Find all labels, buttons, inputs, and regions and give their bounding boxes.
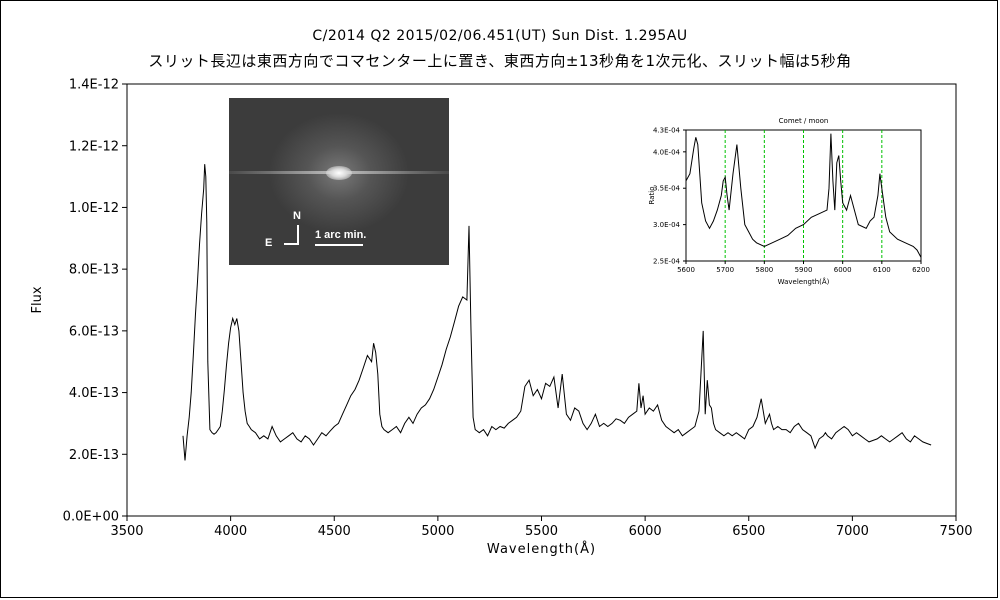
photo-north-label: N <box>293 210 301 222</box>
main-x-tick-label: 5500 <box>525 524 558 539</box>
main-y-tick-label: 0.0E+00 <box>63 510 119 525</box>
main-x-tick-label: 7500 <box>939 524 972 539</box>
photo-scale-bar <box>315 244 363 246</box>
main-y-tick-label: 1.0E-12 <box>69 201 119 216</box>
main-series-line <box>182 164 932 461</box>
inset-x-tick-label: 5700 <box>716 266 734 274</box>
inset-y-tick-label: 3.5E-04 <box>653 185 681 193</box>
inset-y-tick-label: 4.0E-04 <box>653 148 681 156</box>
main-y-tick-label: 4.0E-13 <box>69 386 119 401</box>
inset-y-axis-label: Ratio <box>648 187 656 205</box>
main-x-tick-label: 4500 <box>318 524 351 539</box>
inset-series-line <box>685 133 922 258</box>
inset-x-tick-label: 6100 <box>873 266 891 274</box>
inset-title: Comet / moon <box>779 117 829 125</box>
inset-x-tick-label: 6200 <box>912 266 930 274</box>
inset-x-tick-label: 6000 <box>834 266 852 274</box>
main-x-tick-label: 5000 <box>421 524 454 539</box>
main-y-tick-label: 1.2E-12 <box>69 139 119 154</box>
comet-photo: N E 1 arc min. <box>229 98 449 265</box>
main-x-tick-label: 4000 <box>214 524 247 539</box>
photo-east-arrow <box>284 243 299 245</box>
inset-y-tick-label: 2.5E-04 <box>653 257 681 265</box>
photo-coma-core <box>326 166 352 180</box>
main-x-axis-label: Wavelength(Å) <box>487 541 596 557</box>
main-y-tick-label: 8.0E-13 <box>69 263 119 278</box>
main-y-tick-label: 1.4E-12 <box>69 78 119 93</box>
photo-scale-label: 1 arc min. <box>315 229 367 241</box>
main-y-axis-label: Flux <box>30 286 45 313</box>
main-y-tick-label: 6.0E-13 <box>69 324 119 339</box>
main-y-tick-label: 2.0E-13 <box>69 448 119 463</box>
inset-x-tick-label: 5900 <box>795 266 813 274</box>
main-x-tick-label: 6000 <box>629 524 662 539</box>
inset-x-tick-label: 5800 <box>755 266 773 274</box>
inset-x-axis-label: Wavelength(Å) <box>778 277 830 286</box>
main-x-tick-label: 7000 <box>836 524 869 539</box>
main-x-tick-label: 3500 <box>110 524 143 539</box>
chart-header-line-1: C/2014 Q2 2015/02/06.451(UT) Sun Dist. 1… <box>312 28 688 44</box>
chart-header-line-2: スリット長辺は東西方向でコマセンター上に置き、東西方向±13秒角を1次元化、スリ… <box>148 52 852 70</box>
photo-north-arrow <box>297 225 299 244</box>
inset-x-tick-label: 5600 <box>677 266 695 274</box>
inset-y-tick-label: 3.0E-04 <box>653 221 681 229</box>
main-x-tick-label: 6500 <box>732 524 765 539</box>
photo-east-label: E <box>265 237 273 249</box>
inset-y-tick-label: 4.3E-04 <box>653 126 681 134</box>
